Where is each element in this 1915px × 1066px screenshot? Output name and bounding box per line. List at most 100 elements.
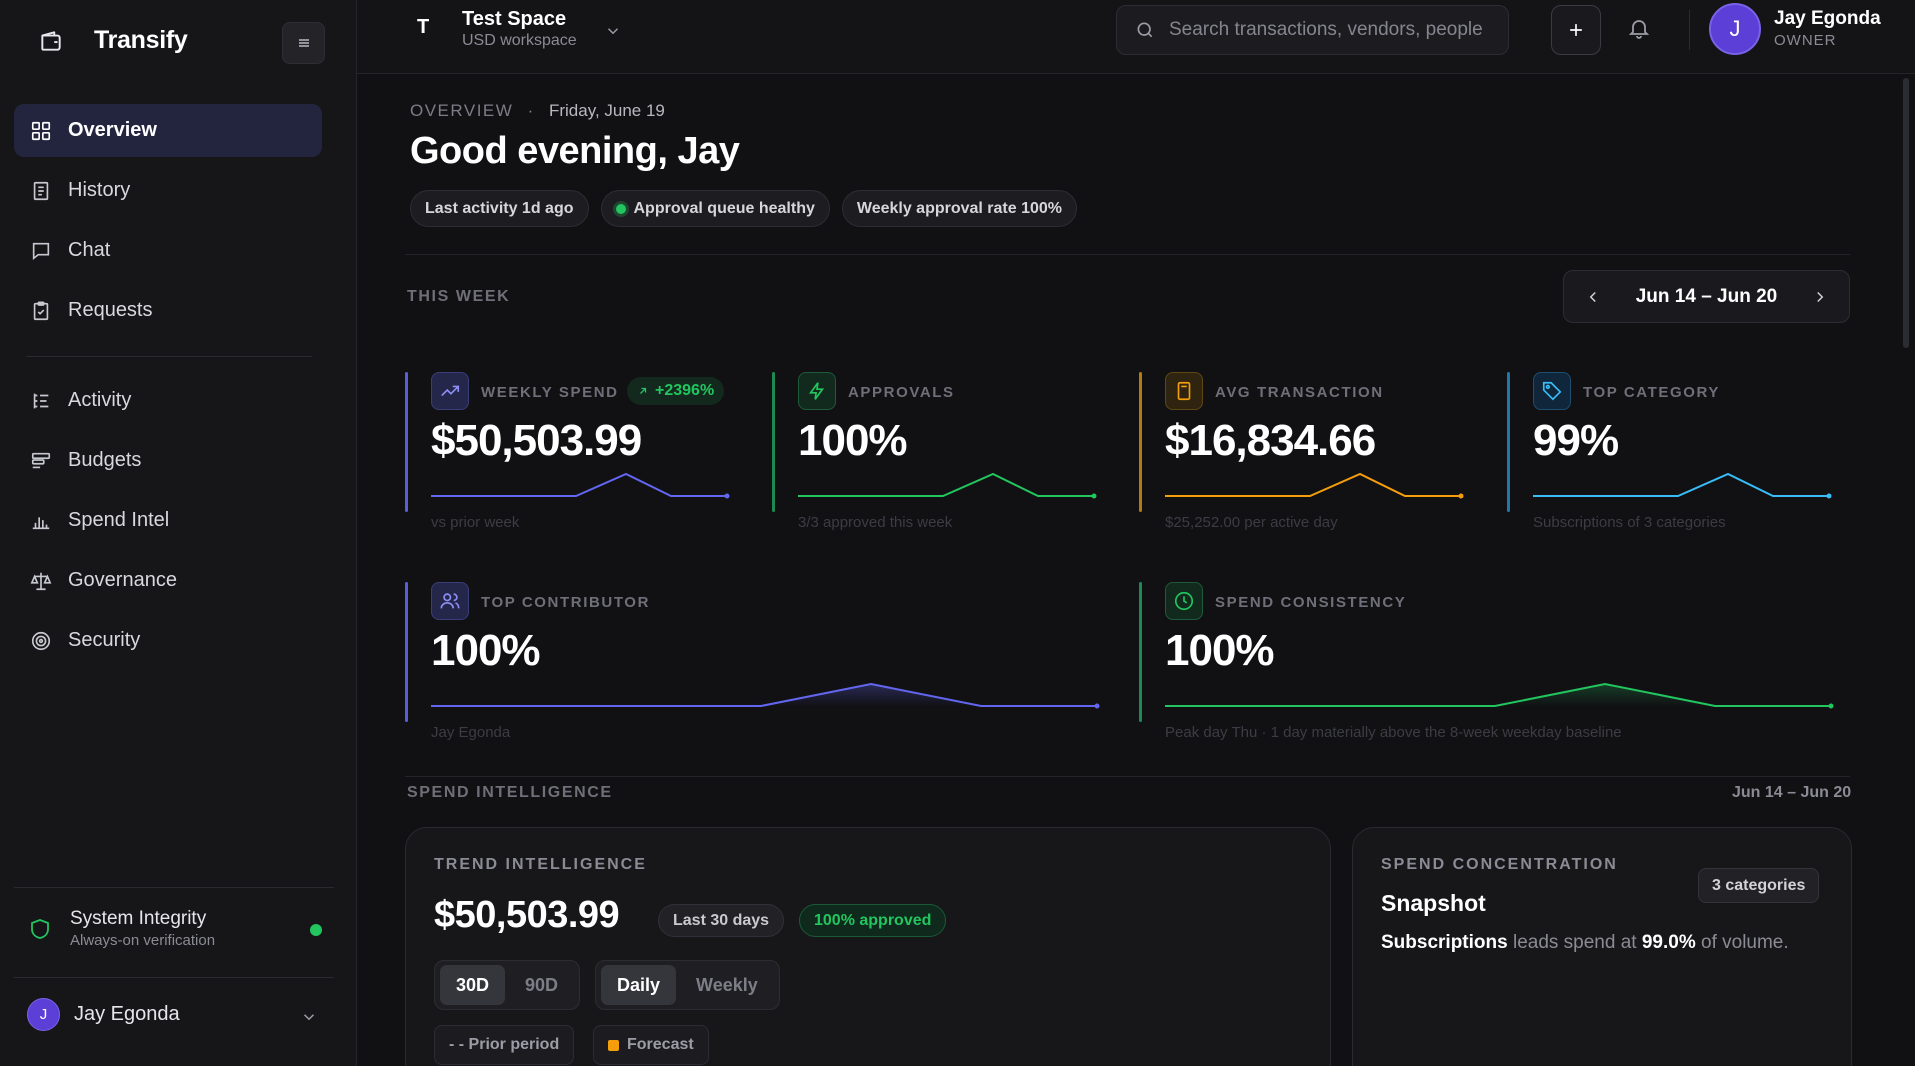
sidebar-user-menu[interactable]: J Jay Egonda: [27, 998, 180, 1031]
chip-label: Approval queue healthy: [633, 199, 815, 217]
metric-subtitle: Subscriptions of 3 categories: [1533, 514, 1726, 531]
metric-value: $50,503.99: [431, 416, 642, 465]
this-week-label: THIS WEEK: [407, 288, 511, 305]
sidebar-item-label: Security: [68, 629, 141, 651]
legend-prior-period[interactable]: - - Prior period: [434, 1025, 575, 1065]
user-name[interactable]: Jay Egonda: [1774, 8, 1881, 29]
metric-subtitle: 3/3 approved this week: [798, 514, 953, 531]
categories-pill[interactable]: 3 categories: [1698, 868, 1820, 903]
nav-divider: [26, 356, 312, 357]
receipt-icon: [30, 180, 52, 202]
legend-label: Forecast: [627, 1036, 694, 1053]
brand-name: Transify: [94, 26, 188, 54]
status-dot: [310, 924, 322, 936]
chevron-down-icon[interactable]: [300, 1008, 318, 1026]
activity-list-icon: [30, 390, 52, 412]
sidebar-item-chat[interactable]: Chat: [14, 224, 322, 277]
user-role: OWNER: [1774, 32, 1837, 49]
metric-label: WEEKLY SPEND: [481, 384, 619, 401]
last-activity-chip: Last activity 1d ago: [410, 190, 589, 227]
sparkline: [431, 682, 1100, 709]
sidebar-item-budgets[interactable]: Budgets: [14, 434, 322, 487]
lead-suffix: of volume.: [1695, 932, 1789, 953]
clipboard-icon: [30, 300, 52, 322]
metric-value: 99%: [1533, 416, 1619, 465]
menu-icon: [296, 35, 312, 51]
bolt-icon: [798, 372, 836, 410]
trend-intelligence-card: TREND INTELLIGENCE $50,503.99 Last 30 da…: [405, 827, 1331, 1066]
collapse-sidebar-button[interactable]: [282, 22, 325, 64]
sidebar-item-label: Spend Intel: [68, 509, 170, 531]
granularity-option-weekly[interactable]: Weekly: [696, 974, 758, 995]
metric-subtitle: $25,252.00 per active day: [1165, 514, 1338, 531]
system-integrity-subtitle: Always-on verification: [70, 932, 216, 949]
divider: [405, 254, 1850, 255]
approval-rate-chip: Weekly approval rate 100%: [841, 190, 1078, 227]
bell-icon[interactable]: [1627, 16, 1651, 40]
chevron-down-icon[interactable]: [604, 22, 622, 40]
granularity-option-daily[interactable]: Daily: [601, 965, 677, 1005]
avatar[interactable]: J: [1709, 3, 1761, 55]
chip-label: Weekly approval rate 100%: [856, 199, 1063, 217]
topbar: T Test Space USD workspace J Jay Egonda …: [357, 0, 1915, 74]
metric-accent-bar: [1139, 582, 1142, 722]
snapshot-title: Snapshot: [1381, 890, 1486, 916]
metric-subtitle: Jay Egonda: [431, 724, 511, 741]
sidebar-item-overview[interactable]: Overview: [14, 104, 322, 157]
growth-badge: +2396%: [627, 377, 725, 405]
trend-up-icon: [431, 372, 469, 410]
metric-top-category[interactable]: TOP CATEGORY 99% Subscriptions of 3 cate…: [1507, 372, 1857, 532]
wallet-icon: [38, 28, 64, 54]
metric-weekly-spend[interactable]: WEEKLY SPEND +2396% $50,503.99 vs prior …: [405, 372, 755, 532]
search-icon: [1135, 20, 1155, 40]
create-button[interactable]: [1551, 5, 1601, 55]
sidebar-item-activity[interactable]: Activity: [14, 374, 322, 427]
brand[interactable]: Transify: [38, 26, 188, 55]
sidebar-item-governance[interactable]: Governance: [14, 554, 322, 607]
secondary-nav: Activity Budgets Spend Intel Governance …: [14, 374, 322, 674]
legend-forecast[interactable]: Forecast: [593, 1025, 709, 1065]
metric-avg-transaction[interactable]: AVG TRANSACTION $16,834.66 $25,252.00 pe…: [1139, 372, 1489, 532]
breadcrumb-separator: ·: [527, 101, 535, 120]
sparkline: [1165, 682, 1834, 709]
divider: [405, 776, 1850, 777]
user-divider: [14, 977, 334, 978]
sidebar-item-requests[interactable]: Requests: [14, 284, 322, 337]
chat-icon: [30, 240, 52, 262]
metric-top-contributor[interactable]: TOP CONTRIBUTOR 100% Jay Egonda: [405, 582, 1105, 742]
search-bar[interactable]: [1116, 5, 1509, 55]
sidebar-item-security[interactable]: Security: [14, 614, 322, 667]
metric-approvals[interactable]: APPROVALS 100% 3/3 approved this week: [772, 372, 1122, 532]
week-range-label: Jun 14 – Jun 20: [1635, 286, 1778, 307]
sparkline: [431, 472, 730, 499]
workspace-name[interactable]: Test Space: [462, 8, 567, 30]
budget-icon: [30, 450, 52, 472]
metric-spend-consistency[interactable]: SPEND CONSISTENCY 100% Peak day Thu · 1 …: [1139, 582, 1859, 742]
range-toggle: 30D 90D: [434, 960, 581, 1010]
search-input[interactable]: [1169, 19, 1508, 41]
metric-accent-bar: [772, 372, 775, 512]
topbar-divider: [1689, 10, 1690, 50]
arrow-up-right-icon: [637, 385, 649, 397]
workspace-logo[interactable]: T: [417, 16, 430, 38]
shield-icon: [28, 917, 52, 941]
grid-icon: [30, 120, 52, 142]
system-integrity[interactable]: System Integrity Always-on verification: [28, 908, 215, 949]
range-option-30d[interactable]: 30D: [440, 965, 506, 1005]
legend-swatch: [608, 1039, 619, 1051]
metric-subtitle: vs prior week: [431, 514, 520, 531]
metric-value: 100%: [431, 626, 541, 675]
clock-icon: [1165, 582, 1203, 620]
sidebar-item-spend-intel[interactable]: Spend Intel: [14, 494, 322, 547]
sidebar-item-history[interactable]: History: [14, 164, 322, 217]
scrollbar[interactable]: [1903, 78, 1909, 348]
breadcrumb-date: Friday, June 19: [548, 101, 665, 120]
chevron-right-icon[interactable]: [1811, 288, 1829, 306]
scale-icon: [30, 570, 52, 592]
chevron-left-icon[interactable]: [1584, 288, 1602, 306]
avatar: J: [27, 998, 60, 1031]
sidebar-item-label: Requests: [68, 299, 153, 321]
spend-intelligence-label: SPEND INTELLIGENCE: [407, 784, 613, 801]
range-option-90d[interactable]: 90D: [525, 974, 559, 995]
lead-category: Subscriptions: [1381, 932, 1508, 953]
